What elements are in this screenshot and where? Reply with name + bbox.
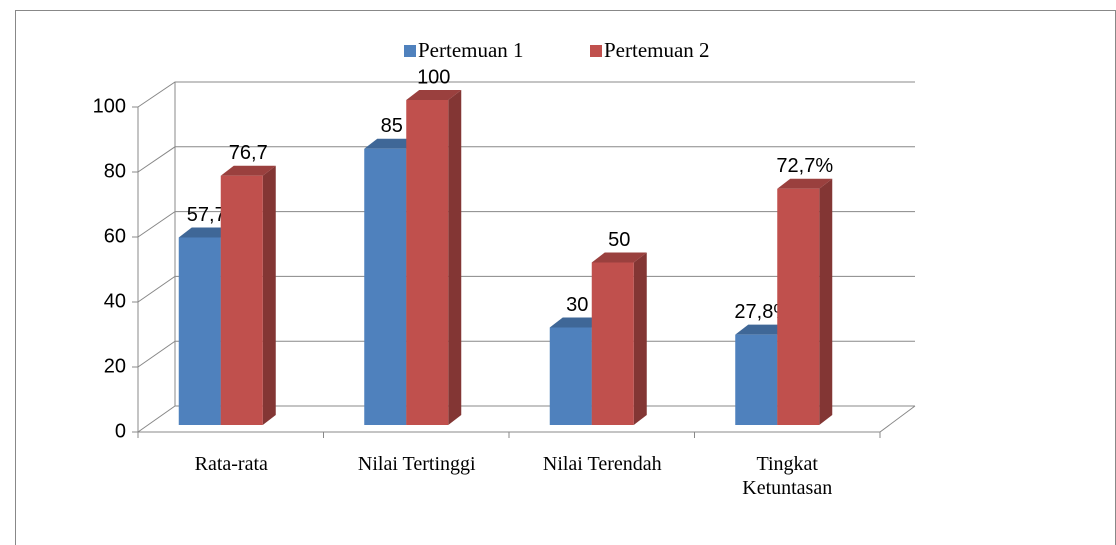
y-tick-label: 80 bbox=[104, 160, 126, 182]
bar bbox=[364, 148, 407, 425]
x-tick-label: Tingkat Ketuntasan bbox=[742, 453, 833, 499]
grid-line bbox=[137, 340, 915, 368]
legend-label: Pertemuan 2 bbox=[604, 38, 710, 62]
bar-top bbox=[549, 317, 605, 328]
y-tick-label: 40 bbox=[104, 290, 126, 312]
data-label: 100 bbox=[417, 66, 450, 88]
bar bbox=[406, 100, 449, 425]
bar-top bbox=[178, 227, 234, 238]
bar-side bbox=[819, 178, 833, 425]
data-label: 85 bbox=[381, 115, 403, 137]
bar-side bbox=[448, 90, 462, 425]
legend-label: Pertemuan 1 bbox=[418, 38, 524, 62]
data-label: 57,7 bbox=[187, 204, 226, 226]
grid-line bbox=[137, 81, 915, 108]
legend-swatch bbox=[590, 45, 602, 57]
bar-top bbox=[220, 165, 276, 176]
x-tick-label: Rata-rata bbox=[194, 453, 268, 475]
x-tick-label: Nilai Tertinggi bbox=[357, 453, 476, 475]
bar bbox=[178, 237, 221, 425]
grid-line bbox=[137, 146, 915, 173]
data-label: 76,7 bbox=[229, 142, 268, 164]
data-label: 72,7% bbox=[776, 155, 833, 177]
grid-line bbox=[137, 275, 915, 303]
data-label: 30 bbox=[566, 294, 588, 316]
bar-top bbox=[591, 252, 647, 263]
bar-top bbox=[735, 324, 791, 335]
bar-side bbox=[262, 165, 276, 425]
x-tick-label: Nilai Terendah bbox=[542, 453, 662, 475]
y-tick-label: 100 bbox=[93, 95, 126, 117]
bar-top bbox=[364, 138, 420, 149]
bar bbox=[735, 334, 778, 425]
grid-line bbox=[137, 211, 915, 238]
bar bbox=[777, 188, 820, 425]
y-tick-label: 60 bbox=[104, 225, 126, 247]
legend-swatch bbox=[404, 45, 416, 57]
bar-side bbox=[633, 252, 647, 425]
y-tick-label: 0 bbox=[115, 420, 126, 442]
y-tick-label: 20 bbox=[104, 355, 126, 377]
bar bbox=[220, 175, 263, 425]
data-label: 27,8% bbox=[734, 301, 791, 323]
bar bbox=[549, 327, 592, 425]
bar-top bbox=[406, 90, 462, 100]
grid-line bbox=[137, 405, 915, 433]
data-label: 50 bbox=[608, 229, 630, 251]
bar bbox=[591, 262, 634, 425]
bar-top bbox=[777, 178, 833, 189]
